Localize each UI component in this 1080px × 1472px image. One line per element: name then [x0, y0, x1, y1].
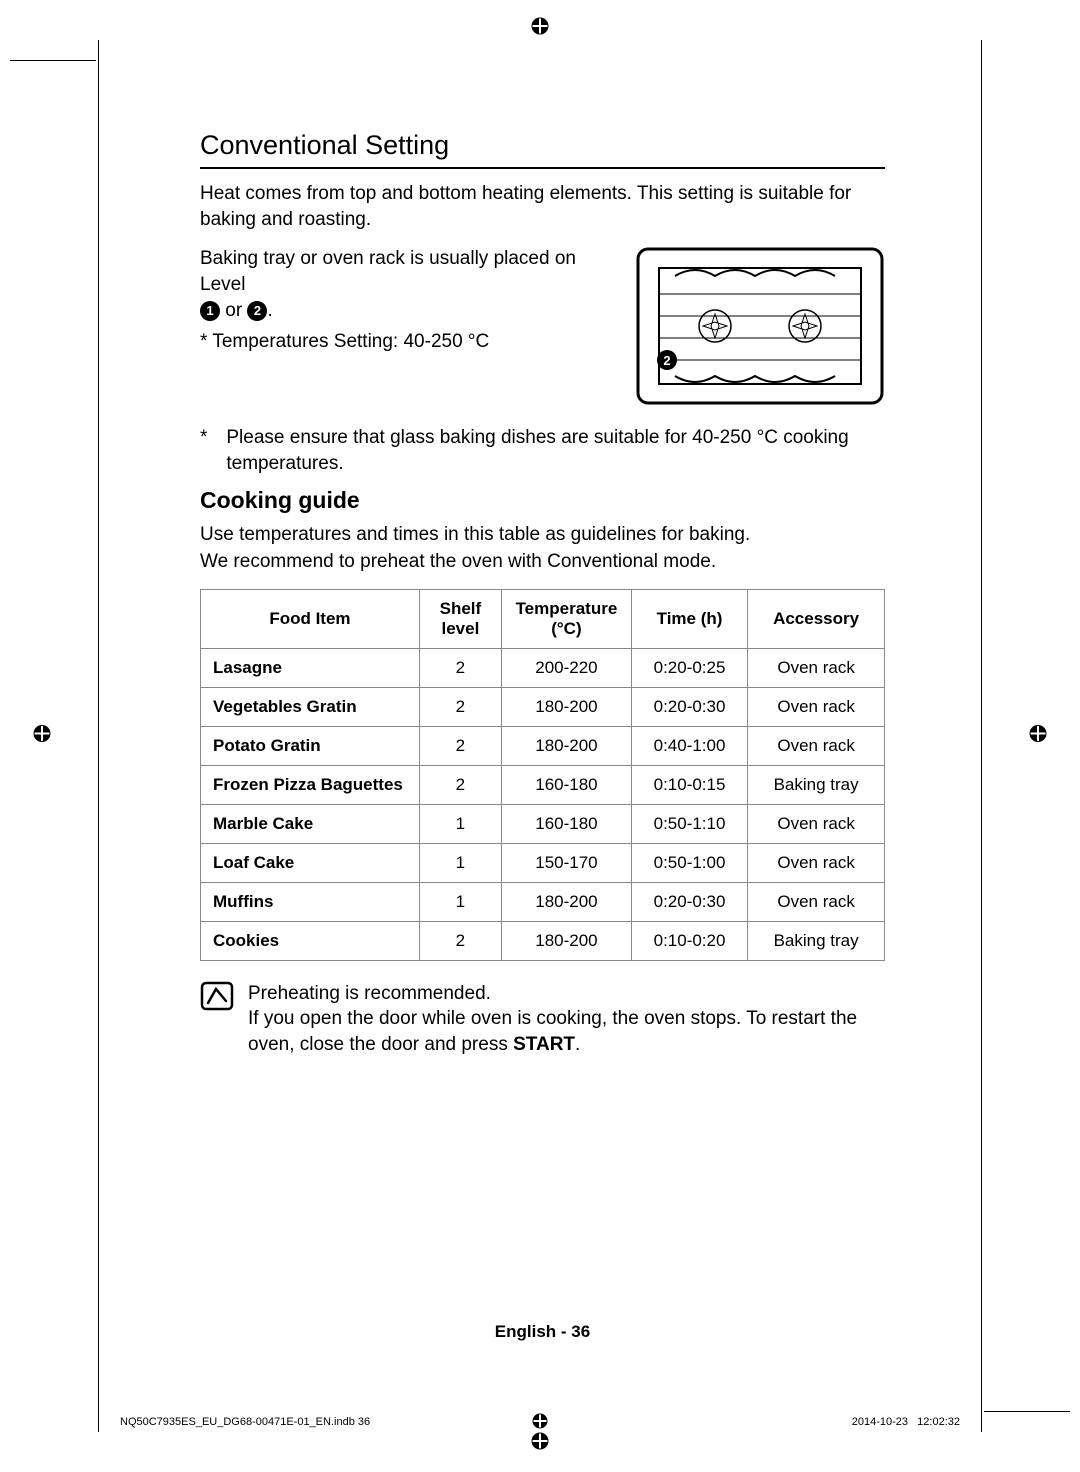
temp-setting: * Temperatures Setting: 40-250 °C [200, 329, 619, 355]
oven-diagram: 2 [635, 246, 885, 411]
cooking-guide-heading: Cooking guide [200, 487, 885, 514]
th-temp: Temperature (°C) [501, 589, 631, 648]
note-icon [200, 981, 234, 1058]
guide-line2: We recommend to preheat the oven with Co… [200, 549, 885, 575]
note-text: Preheating is recommended. If you open t… [248, 981, 885, 1058]
th-shelf: Shelf level [419, 589, 501, 648]
level-text-end: . [267, 300, 272, 321]
meta-right: 2014-10-23 12:02:32 [852, 1416, 960, 1428]
level-row: Baking tray or oven rack is usually plac… [200, 246, 885, 411]
section-title: Conventional Setting [200, 130, 885, 169]
table-body: Lasagne2200-2200:20-0:25Oven rack Vegeta… [201, 648, 885, 960]
th-food: Food Item [201, 589, 420, 648]
meta-file: NQ50C7935ES_EU_DG68-00471E-01_EN.indb 36 [120, 1416, 370, 1428]
oven-level-label: 2 [663, 353, 670, 368]
table-header-row: Food Item Shelf level Temperature (°C) T… [201, 589, 885, 648]
circled-two-icon: 2 [247, 301, 267, 321]
note-line2c: . [575, 1034, 580, 1055]
table-row: Marble Cake1160-1800:50-1:10Oven rack [201, 804, 885, 843]
registration-mark-top [528, 14, 552, 43]
asterisk-icon: * [200, 425, 212, 476]
cooking-guide-table: Food Item Shelf level Temperature (°C) T… [200, 589, 885, 961]
level-text-or: or [225, 300, 247, 321]
meta-date: 2014-10-23 [852, 1416, 908, 1428]
circled-one-icon: 1 [200, 301, 220, 321]
note-start: START [513, 1034, 575, 1055]
level-text-col: Baking tray or oven rack is usually plac… [200, 246, 619, 411]
registration-mark-left [30, 722, 54, 751]
meta-time: 12:02:32 [917, 1416, 960, 1428]
intro-text: Heat comes from top and bottom heating e… [200, 181, 885, 232]
table-row: Vegetables Gratin2180-2000:20-0:30Oven r… [201, 687, 885, 726]
table-row: Loaf Cake1150-1700:50-1:00Oven rack [201, 843, 885, 882]
table-row: Potato Gratin2180-2000:40-1:00Oven rack [201, 726, 885, 765]
table-row: Frozen Pizza Baguettes2160-1800:10-0:15B… [201, 765, 885, 804]
footer-lang: English - 36 [495, 1322, 590, 1341]
glass-note-text: Please ensure that glass baking dishes a… [226, 425, 885, 476]
page-footer: English - 36 [200, 1322, 885, 1342]
level-text-a: Baking tray or oven rack is usually plac… [200, 248, 576, 295]
preheat-note: Preheating is recommended. If you open t… [200, 981, 885, 1058]
table-row: Cookies2180-2000:10-0:20Baking tray [201, 921, 885, 960]
crop-tick-tl [10, 60, 96, 61]
page-content: Conventional Setting Heat comes from top… [200, 130, 885, 1058]
th-time: Time (h) [631, 589, 747, 648]
guide-line1: Use temperatures and times in this table… [200, 522, 885, 548]
note-line1: Preheating is recommended. [248, 983, 491, 1004]
th-accessory: Accessory [748, 589, 885, 648]
table-row: Lasagne2200-2200:20-0:25Oven rack [201, 648, 885, 687]
registration-mark-right [1026, 722, 1050, 751]
level-text: Baking tray or oven rack is usually plac… [200, 246, 619, 323]
print-meta: NQ50C7935ES_EU_DG68-00471E-01_EN.indb 36… [120, 1416, 960, 1428]
registration-mark-footer [530, 1411, 550, 1434]
crop-tick-br [984, 1411, 1070, 1412]
glass-note: * Please ensure that glass baking dishes… [200, 425, 885, 476]
table-row: Muffins1180-2000:20-0:30Oven rack [201, 882, 885, 921]
